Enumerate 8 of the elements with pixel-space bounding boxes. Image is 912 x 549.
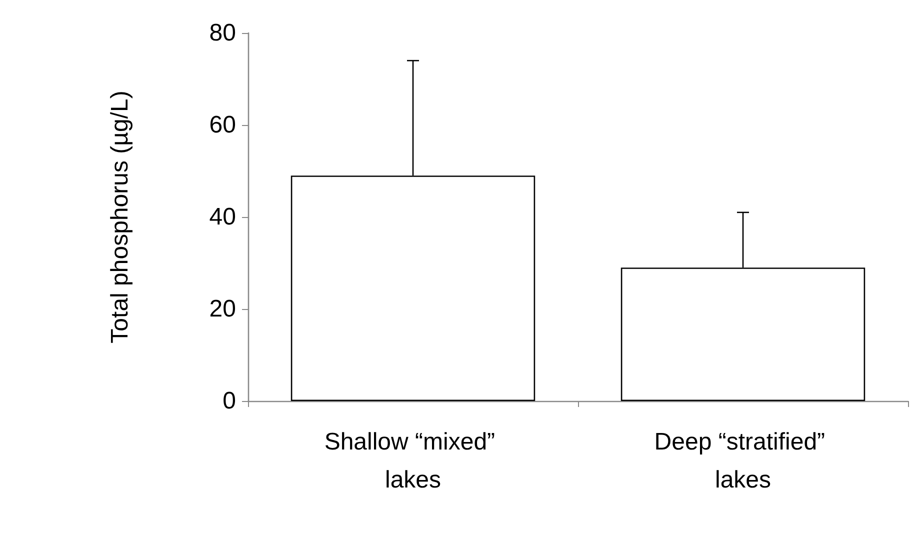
y-tick-label: 20: [209, 296, 236, 322]
y-tick-label: 0: [222, 388, 236, 414]
y-tick-label: 40: [209, 204, 236, 230]
x-tick-label: Shallow “mixed” lakes: [324, 428, 502, 494]
x-tick-label: Deep “stratified” lakes: [654, 428, 832, 494]
y-tick-label: 80: [209, 20, 236, 46]
y-tick-label: 60: [209, 112, 236, 138]
y-axis-title: Total phosphorus (µg/L): [106, 90, 134, 344]
